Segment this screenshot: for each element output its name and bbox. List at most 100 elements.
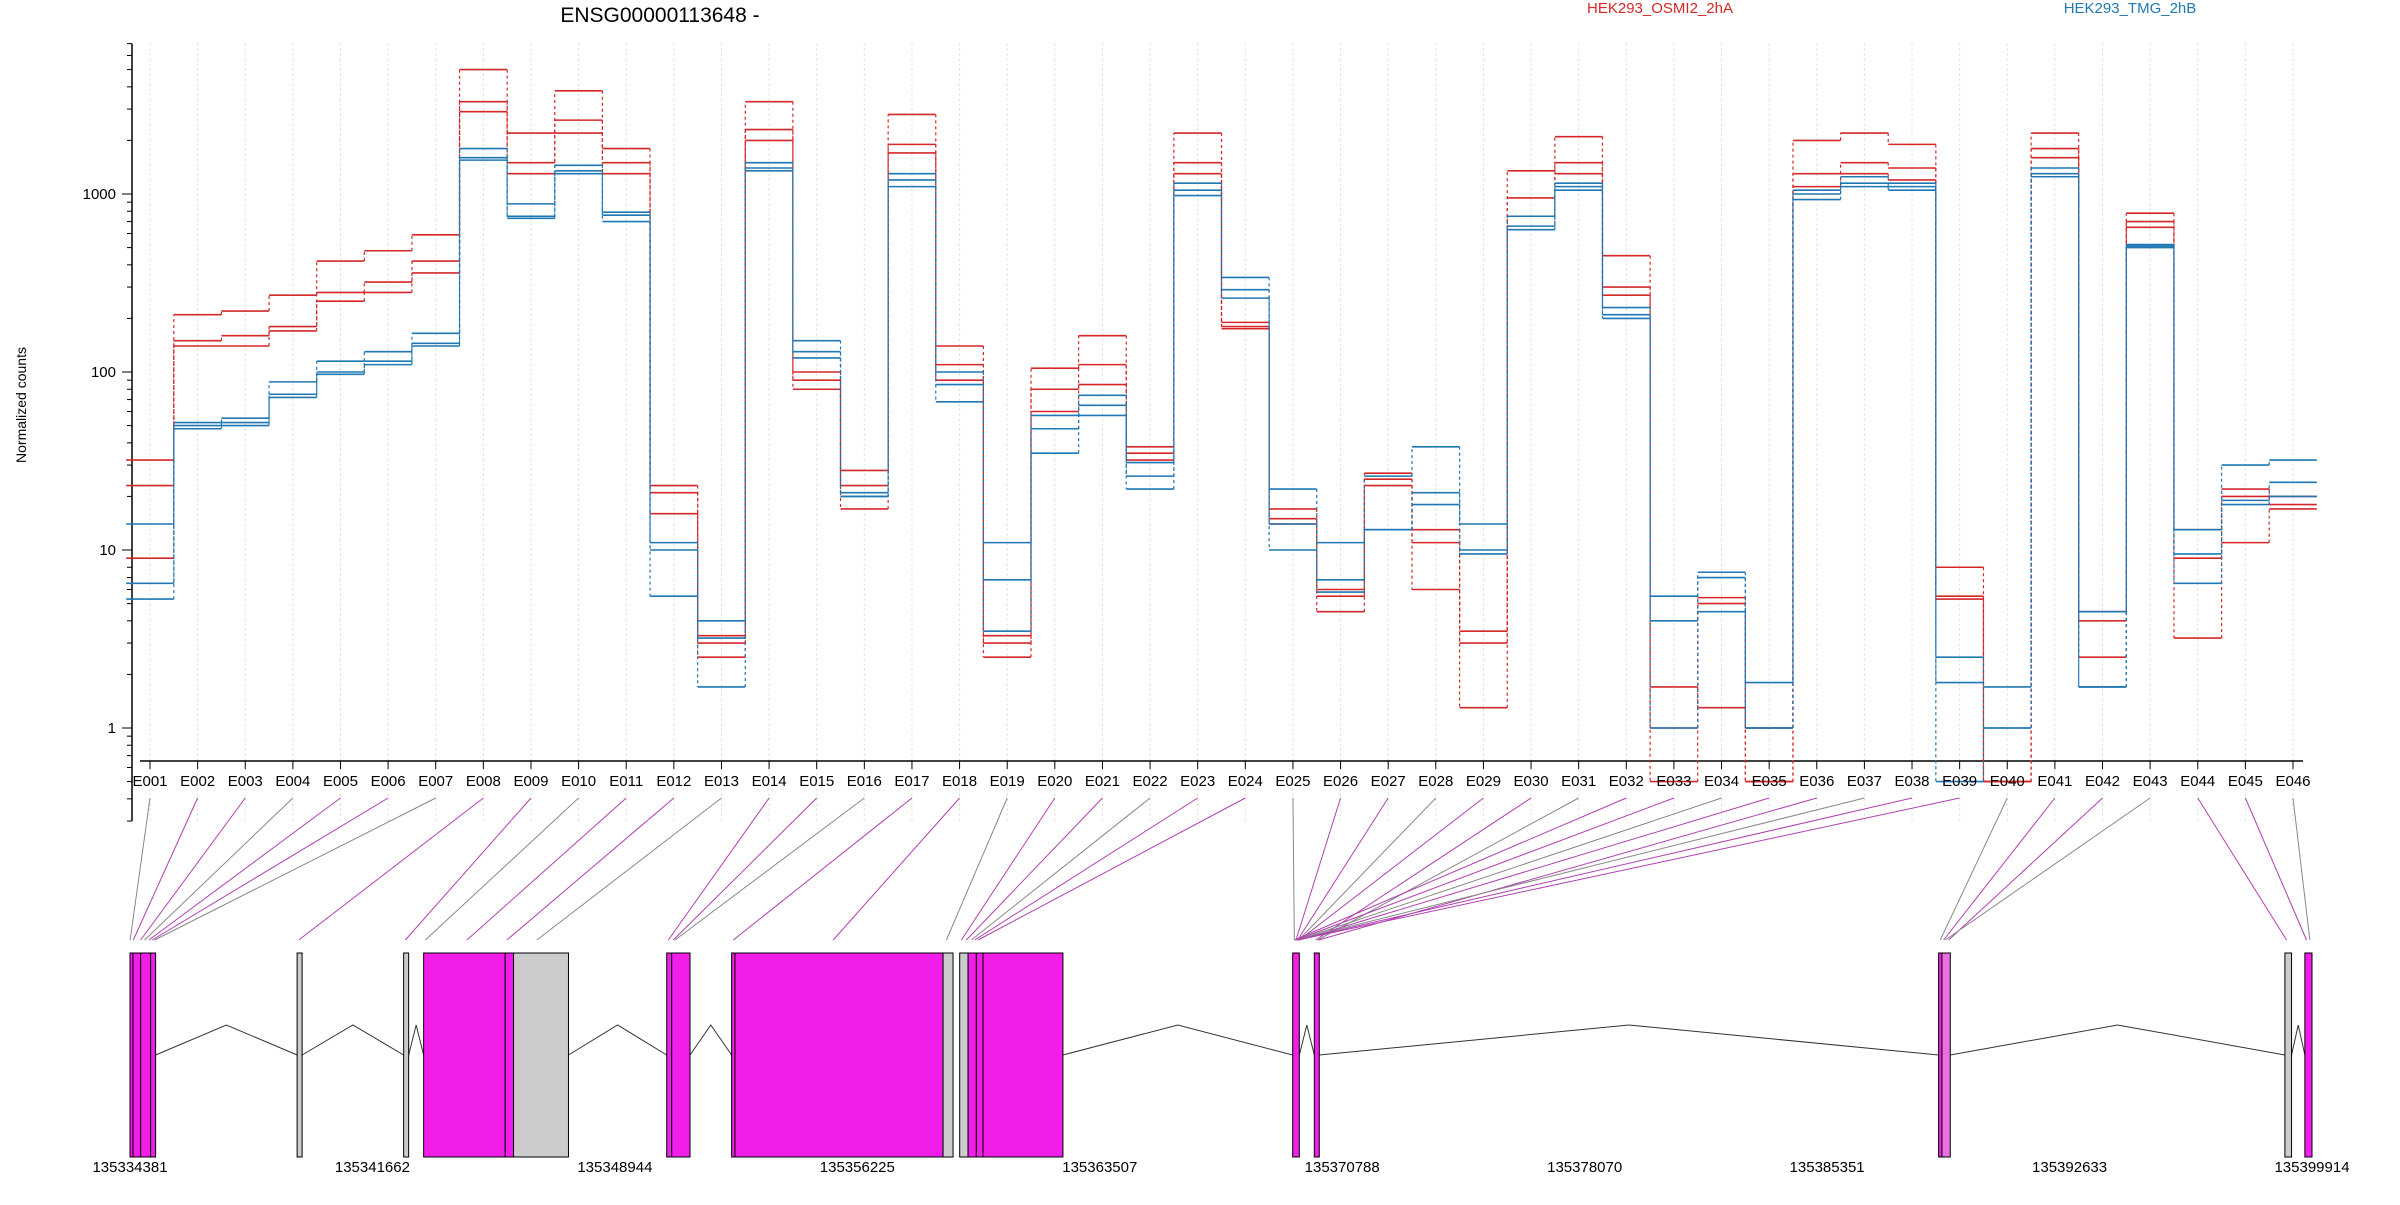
connector-e031	[1317, 797, 1579, 941]
connector-e030	[1315, 797, 1532, 941]
x-tick-label-e014: E014	[752, 773, 787, 790]
connector-e044	[2197, 797, 2287, 941]
connector-e016	[674, 797, 865, 941]
connector-e018	[832, 797, 960, 941]
coordinate-label: 135363507	[1062, 1159, 1137, 1176]
y-tick-label: 100	[91, 364, 116, 381]
coordinate-label: 135348944	[577, 1159, 652, 1176]
connector-e011	[466, 797, 627, 941]
x-tick-label-e004: E004	[275, 773, 310, 790]
x-tick-label-e027: E027	[1371, 773, 1406, 790]
connector-e034	[1297, 797, 1722, 941]
x-tick-label-e030: E030	[1514, 773, 1549, 790]
connector-e001	[129, 797, 151, 941]
connector-e041	[1943, 797, 2056, 941]
connector-e019	[945, 797, 1008, 941]
x-tick-label-e016: E016	[847, 773, 882, 790]
x-tick-label-e017: E017	[894, 773, 929, 790]
connector-e008	[298, 797, 484, 941]
exon-box	[2284, 952, 2293, 1158]
series-lines	[126, 68, 2317, 783]
x-tick-label-e042: E042	[2085, 773, 2120, 790]
connector-e017	[732, 797, 913, 941]
intron	[1062, 1024, 1293, 1056]
connector-e015	[673, 797, 818, 941]
axes: 1 10 100 1000	[83, 43, 2303, 822]
connector-e040	[1939, 797, 2008, 941]
x-tick-label-e003: E003	[228, 773, 263, 790]
x-tick-label-e002: E002	[180, 773, 215, 790]
intron	[1298, 1024, 1315, 1056]
connector-e004	[144, 797, 294, 941]
legend-entry-tmg: HEK293_TMG_2hB	[2064, 0, 2197, 17]
connector-e014	[667, 797, 770, 941]
x-tick-label-e044: E044	[2180, 773, 2215, 790]
coordinate-label: 135385351	[1790, 1159, 1865, 1176]
connector-e009	[404, 797, 532, 941]
x-tick-label-e011: E011	[609, 773, 643, 790]
exon-box	[942, 952, 954, 1158]
x-tick-labels: E001 E002 E003 E004 E005 E006 E007 E008 E009 E010…	[132, 773, 2310, 790]
intron	[2291, 1024, 2306, 1056]
coordinate-label: 135399914	[2274, 1159, 2349, 1176]
series-5	[126, 159, 2317, 783]
x-tick-label-e015: E015	[799, 773, 834, 790]
x-tick-label-e045: E045	[2228, 773, 2263, 790]
connector-e007	[154, 797, 436, 941]
x-tick-label-e021: E021	[1085, 773, 1120, 790]
x-tick-label-e029: E029	[1466, 773, 1501, 790]
coordinate-label: 135392633	[2032, 1159, 2107, 1176]
x-tick-label-e035: E035	[1752, 773, 1787, 790]
x-tick-label-e034: E034	[1704, 773, 1739, 790]
connector-e036	[1318, 797, 1817, 941]
intron	[1950, 1024, 2285, 1056]
connector-e026	[1295, 797, 1342, 941]
x-tick-label-e022: E022	[1133, 773, 1168, 790]
connector-e010	[424, 797, 579, 941]
gene-model	[129, 952, 2313, 1158]
intron	[568, 1024, 667, 1056]
legend-entry-osmi2: HEK293_OSMI2_2hA	[1587, 0, 1733, 17]
exon-box	[140, 952, 152, 1158]
x-tick-label-e008: E008	[466, 773, 501, 790]
x-tick-label-e043: E043	[2133, 773, 2168, 790]
connector-e024	[977, 797, 1246, 941]
x-tick-label-e013: E013	[704, 773, 739, 790]
exon-box	[296, 952, 303, 1158]
connector-e039	[1297, 797, 1960, 941]
exon-box	[666, 952, 673, 1158]
connector-e043	[1944, 797, 2151, 941]
connector-e038	[1296, 797, 1913, 941]
y-axis-label: Normalized counts	[13, 347, 29, 463]
connector-e033	[1295, 797, 1675, 941]
chart-title: ENSG00000113648 -	[560, 4, 759, 27]
connector-e032	[1294, 797, 1627, 941]
x-tick-label-e036: E036	[1799, 773, 1834, 790]
exon-box	[734, 952, 944, 1158]
connector-e025	[1292, 797, 1295, 941]
coordinate-label: 135370788	[1305, 1159, 1380, 1176]
exon-box	[975, 952, 984, 1158]
y-tick-label: 1	[108, 720, 116, 737]
exon-box	[967, 952, 977, 1158]
connector-e042	[1948, 797, 2103, 941]
connector-e022	[971, 797, 1151, 941]
x-tick-label-e020: E020	[1037, 773, 1072, 790]
exon-box	[1313, 952, 1320, 1158]
connector-e037	[1295, 797, 1865, 941]
y-tick-label: 10	[99, 542, 116, 559]
series-2	[126, 110, 2317, 783]
exon-box	[1941, 952, 1951, 1158]
connector-e035	[1299, 797, 1770, 941]
x-tick-label-e005: E005	[323, 773, 358, 790]
exon-connectors	[129, 797, 2311, 941]
intron	[155, 1024, 298, 1056]
x-tick-label-e025: E025	[1275, 773, 1310, 790]
x-tick-label-e046: E046	[2275, 773, 2310, 790]
coordinate-label: 135378070	[1547, 1159, 1622, 1176]
connector-e045	[2244, 797, 2307, 941]
connector-e005	[148, 797, 341, 941]
x-tick-label-e001: E001	[132, 773, 167, 790]
exon-box	[1292, 952, 1300, 1158]
